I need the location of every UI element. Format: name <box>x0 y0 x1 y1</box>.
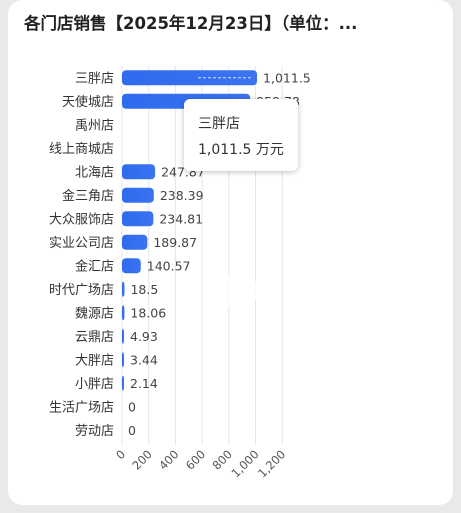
bar <box>122 281 125 297</box>
tooltip: 三胖店 1,011.5 万元 <box>184 99 298 171</box>
category-label: 金三角店 <box>62 188 114 204</box>
data-label: 18.5 <box>130 282 158 297</box>
data-label: 3.44 <box>130 352 158 367</box>
bar <box>122 234 148 250</box>
bar <box>122 375 124 391</box>
category-label: 魏源店 <box>75 306 114 321</box>
category-label: 生活广场店 <box>49 400 114 415</box>
data-label: 2.14 <box>130 376 158 391</box>
bar <box>122 328 124 344</box>
bar <box>122 352 124 368</box>
x-tick-label: 200 <box>129 447 154 472</box>
data-label: 4.93 <box>130 329 158 344</box>
data-label: 18.06 <box>130 305 166 320</box>
data-label: 0 <box>128 423 136 438</box>
category-label: 天使城店 <box>62 94 114 110</box>
x-tick-label: 600 <box>183 447 208 472</box>
data-label: 189.87 <box>153 235 197 250</box>
category-label: 云鼎店 <box>75 330 114 345</box>
category-label: 三胖店 <box>75 71 114 86</box>
x-tick-label: 400 <box>156 447 181 472</box>
bar <box>122 258 141 274</box>
category-label: 北海店 <box>75 165 114 180</box>
data-label: 238.39 <box>160 188 204 203</box>
data-label: 1,011.5 <box>263 70 311 85</box>
bar <box>122 211 154 227</box>
tooltip-value: 1,011.5 万元 <box>198 142 284 158</box>
data-label: 140.57 <box>147 258 191 273</box>
x-tick-label: 0 <box>113 447 128 462</box>
bar <box>122 70 258 86</box>
category-label: 大众服饰店 <box>49 212 114 227</box>
category-label: 大胖店 <box>75 353 114 368</box>
category-label: 劳动店 <box>75 423 114 439</box>
category-label: 禹州店 <box>75 118 114 133</box>
bar <box>122 187 154 203</box>
bar <box>122 305 125 321</box>
play-icon[interactable] <box>220 272 258 310</box>
bar <box>122 164 156 180</box>
category-label: 实业公司店 <box>49 236 114 251</box>
category-label: 小胖店 <box>75 377 114 392</box>
bar-chart: 02004006008001,0001,200三胖店1,011.5天使城店959… <box>49 66 311 480</box>
category-label: 线上商城店 <box>49 142 114 157</box>
category-label: 金汇店 <box>75 258 114 274</box>
x-tick-label: 1,200 <box>255 447 288 480</box>
tooltip-category: 三胖店 <box>198 116 240 132</box>
chart-title: 各门店销售【2025年12月23日】（单位：... <box>24 14 358 33</box>
data-label: 0 <box>128 399 136 414</box>
x-tick-label: 1,000 <box>228 447 261 480</box>
data-label: 234.81 <box>159 211 203 226</box>
chart-card: 各门店销售【2025年12月23日】（单位：... 0 200 400 600 800 1… <box>8 0 453 505</box>
category-label: 时代广场店 <box>49 283 114 298</box>
